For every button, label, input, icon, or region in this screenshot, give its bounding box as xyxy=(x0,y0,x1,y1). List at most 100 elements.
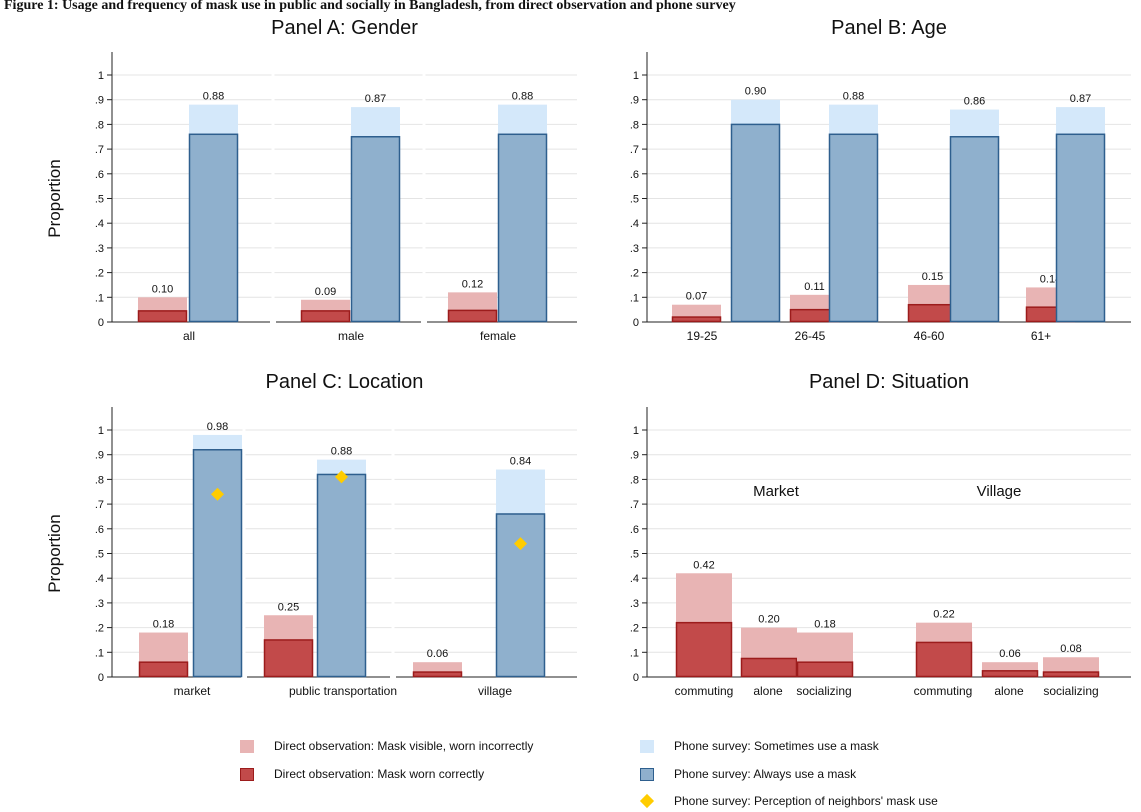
panel-a-ytick-label: .8 xyxy=(95,119,104,131)
panel-d-title: Panel D: Situation xyxy=(809,371,969,393)
panel-b-title: Panel B: Age xyxy=(831,17,947,39)
panel-b-ytick-label: .9 xyxy=(630,95,639,107)
panel-b-bar-ph-always xyxy=(1055,133,1106,323)
panel-a-ytick-label: .5 xyxy=(95,194,104,206)
panel-d-ytick-label: .9 xyxy=(630,450,639,462)
panel-b-label-ph-total: 0.86 xyxy=(964,96,985,108)
panel-c-xtick-label: market xyxy=(174,684,211,698)
panel-c-ytick-label: .7 xyxy=(95,499,104,511)
panel-c-title: Panel C: Location xyxy=(266,371,424,393)
panel-b-ytick-label: .5 xyxy=(630,194,639,206)
panel-c-ytick-label: 1 xyxy=(98,425,104,437)
panel-b-bar-ph-always xyxy=(949,136,1000,323)
panel-c-ylabel: Proportion xyxy=(45,514,64,592)
panel-a-bar-ph-always xyxy=(497,133,548,323)
panel-d-xtick-label: alone xyxy=(753,684,783,698)
panel-d-ytick-label: .7 xyxy=(630,499,639,511)
panel-c-ytick-label: .6 xyxy=(95,524,104,536)
panel-d-ytick-label: .8 xyxy=(630,474,639,486)
panel-c-bar-dir-correct xyxy=(263,639,314,678)
panel-c-label-dir-total: 0.06 xyxy=(427,648,448,660)
panel-b-label-dir-total: 0.11 xyxy=(804,281,825,293)
panel-d-ytick-label: .3 xyxy=(630,598,639,610)
panel-d-xtick-label: alone xyxy=(994,684,1024,698)
panel-c-label-dir-total: 0.18 xyxy=(153,619,174,631)
panel-a-ylabel: Proportion xyxy=(45,159,64,237)
panel-d-label-dir-total: 0.18 xyxy=(814,619,835,631)
panel-d-xtick-label: socializing xyxy=(1043,684,1098,698)
panel-c-ytick-label: .4 xyxy=(95,573,104,585)
panel-b-ytick-label: .3 xyxy=(630,243,639,255)
panel-b-xtick-label: 26-45 xyxy=(795,329,826,343)
panel-b-xtick-label: 61+ xyxy=(1031,329,1051,343)
panel-d-bar-dir-correct xyxy=(740,657,798,678)
panel-d-ytick-label: .2 xyxy=(630,623,639,635)
panel-c-label-ph-total: 0.84 xyxy=(510,456,531,468)
panel-d-ytick-label: .4 xyxy=(630,573,639,585)
panel-a-ytick-label: .9 xyxy=(95,95,104,107)
panel-c-label-ph-total: 0.88 xyxy=(331,446,352,458)
panel-c-marker-perception xyxy=(211,487,224,501)
panel-d-group-label-market: Market xyxy=(753,483,800,500)
panel-d-bar-dir-correct xyxy=(796,661,854,678)
panel-b-ytick-label: .6 xyxy=(630,169,639,181)
panel-a-ytick-label: .3 xyxy=(95,243,104,255)
panel-a-ytick-label: 0 xyxy=(98,317,104,329)
panel-b-ytick-label: .1 xyxy=(630,292,639,304)
panel-b-ytick-label: .7 xyxy=(630,144,639,156)
panel-c-bar-ph-always xyxy=(495,513,546,678)
panel-c-label-dir-total: 0.25 xyxy=(278,601,299,613)
panel-a-ytick-label: 1 xyxy=(98,70,104,82)
panel-d-group-label-village: Village xyxy=(977,483,1022,500)
panel-c-marker-perception xyxy=(514,537,527,551)
panel-d-bar-dir-correct xyxy=(981,670,1039,678)
panel-c-ytick-label: .5 xyxy=(95,549,104,561)
panel-a-label-dir-total: 0.09 xyxy=(315,286,336,298)
panel-b-ytick-label: .8 xyxy=(630,119,639,131)
panel-a-label-ph-total: 0.88 xyxy=(203,91,224,103)
panel-a-ytick-label: .6 xyxy=(95,169,104,181)
panel-d-ytick-label: .1 xyxy=(630,647,639,659)
panel-a-label-dir-total: 0.12 xyxy=(462,278,483,290)
panel-b-label-ph-total: 0.87 xyxy=(1070,93,1091,105)
panel-a-label-ph-total: 0.87 xyxy=(365,93,386,105)
panel-a-title: Panel A: Gender xyxy=(271,17,418,39)
panel-c-bar-ph-always xyxy=(192,449,243,678)
panel-b-ytick-label: 0 xyxy=(633,317,639,329)
panel-d-xtick-label: socializing xyxy=(796,684,851,698)
panel-a-bar-dir-correct xyxy=(447,309,498,323)
panel-a-ytick-label: .4 xyxy=(95,218,104,230)
panel-a-ytick-label: .7 xyxy=(95,144,104,156)
panel-b-label-ph-total: 0.88 xyxy=(843,91,864,103)
panel-d-xtick-label: commuting xyxy=(675,684,734,698)
panel-a-label-dir-total: 0.10 xyxy=(152,283,173,295)
panel-d-xtick-label: commuting xyxy=(914,684,973,698)
panel-b-label-dir-total: 0.07 xyxy=(686,291,707,303)
panel-c-ytick-label: .1 xyxy=(95,647,104,659)
panel-a-bar-dir-correct xyxy=(137,310,188,323)
panel-b-xtick-label: 46-60 xyxy=(914,329,945,343)
panel-d-bar-dir-correct xyxy=(675,621,733,678)
panel-d-ytick-label: 0 xyxy=(633,672,639,684)
panel-d-label-dir-total: 0.20 xyxy=(758,614,779,626)
panel-d-ytick-label: .6 xyxy=(630,524,639,536)
panel-b-label-dir-total: 0.15 xyxy=(922,271,943,283)
panel-a-bar-ph-always xyxy=(350,136,401,323)
figure-caption: Figure 1: Usage and frequency of mask us… xyxy=(4,0,736,13)
panel-b-bar-ph-always xyxy=(828,133,879,323)
panel-b-ytick-label: 1 xyxy=(633,70,639,82)
panel-d-label-dir-total: 0.22 xyxy=(933,609,954,621)
panel-b-ytick-label: .2 xyxy=(630,268,639,280)
panel-c-bar-ph-always xyxy=(316,473,367,678)
panel-c-label-ph-total: 0.98 xyxy=(207,421,228,433)
panel-a-ytick-label: .2 xyxy=(95,268,104,280)
panel-c-xtick-label: public transportation xyxy=(289,684,397,698)
panel-c-ytick-label: .9 xyxy=(95,450,104,462)
panel-b-bar-dir-correct xyxy=(907,303,958,323)
panel-b-label-ph-total: 0.90 xyxy=(745,86,766,98)
panel-a-bar-ph-always xyxy=(188,133,239,323)
panel-d-bar-dir-correct xyxy=(1042,671,1100,678)
panel-b-bar-dir-correct xyxy=(671,316,722,323)
panel-d-ytick-label: 1 xyxy=(633,425,639,437)
